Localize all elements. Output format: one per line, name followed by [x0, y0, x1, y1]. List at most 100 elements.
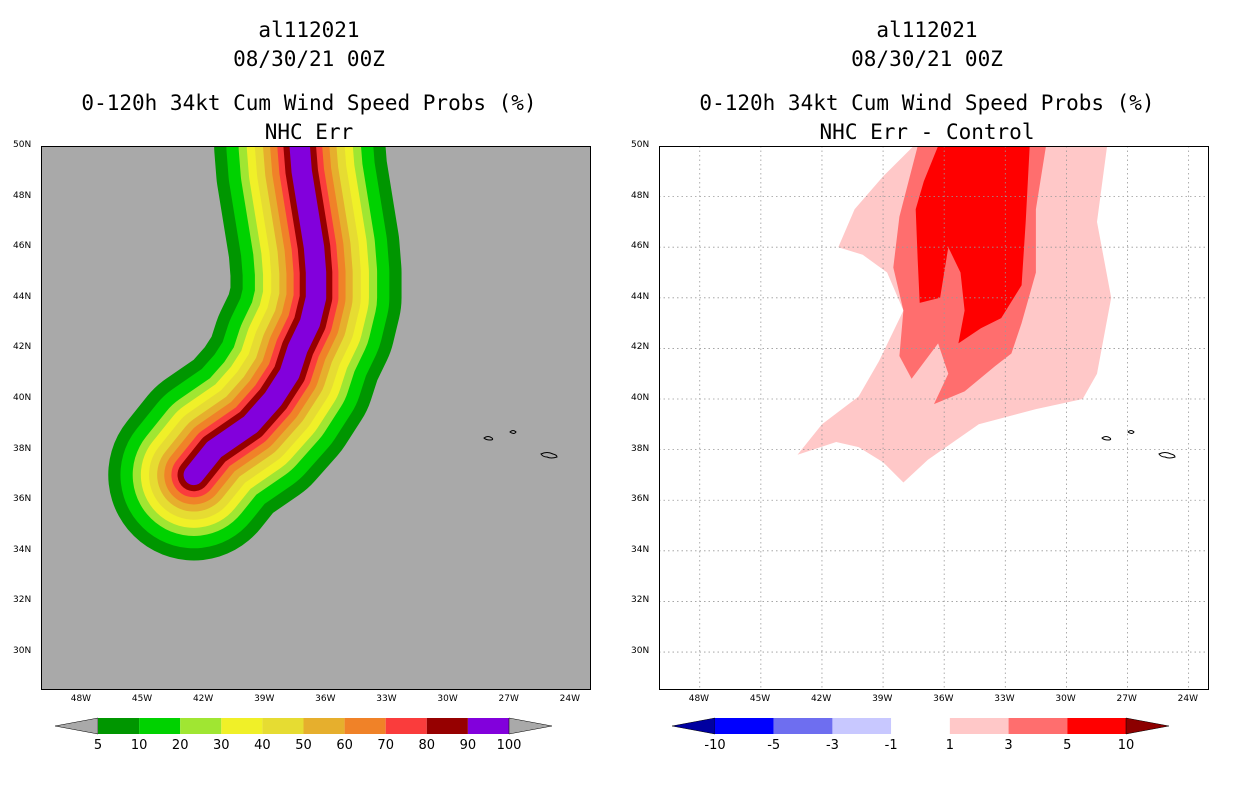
left-storm-id: al112021 — [258, 18, 360, 42]
right-y-tick-label: 50N — [631, 140, 650, 150]
left-colorbar-high-arrow — [508, 717, 553, 735]
left-island-flores — [483, 436, 494, 441]
right-colorbar-label: -3 — [826, 738, 839, 753]
left-y-tick-label: 34N — [13, 544, 32, 555]
right-title: 0-120h 34kt Cum Wind Speed Probs (%) — [699, 91, 1155, 115]
left-x-tick-label: 33W — [376, 694, 397, 704]
right-colorbar-label: 3 — [1004, 738, 1012, 753]
left-colorbar-label: 60 — [336, 738, 353, 753]
right-difference-map — [659, 146, 1209, 690]
right-x-tick-label: 27W — [1116, 694, 1137, 704]
right-colorbar-low-arrow — [672, 717, 716, 735]
left-map-border — [41, 146, 591, 690]
right-y-tick-label: 40N — [631, 393, 650, 404]
left-colorbar-label: 50 — [295, 738, 312, 753]
right-colorbar-swatch — [949, 718, 1009, 734]
left-x-tick-label: 30W — [437, 694, 458, 704]
left-colorbar-swatch — [385, 718, 427, 734]
right-colorbar-label: 10 — [1118, 738, 1135, 753]
prob-contour-90 — [183, 146, 327, 486]
left-datetime: 08/30/21 00Z — [233, 47, 385, 71]
left-colorbar-swatch — [221, 718, 263, 734]
right-subtitle: NHC Err - Control — [819, 120, 1035, 144]
right-colorbar-swatch — [832, 718, 892, 734]
left-colorbar-label: 30 — [213, 738, 230, 753]
left-colorbar-low-arrow — [55, 717, 99, 735]
left-x-tick-label: 48W — [70, 694, 92, 704]
right-y-tick-label: 32N — [631, 595, 650, 606]
left-colorbar-label: 80 — [419, 738, 436, 753]
right-x-tick-label: 36W — [933, 694, 954, 704]
left-colorbar-label: 100 — [497, 738, 522, 753]
right-storm-id: al112021 — [876, 18, 978, 42]
right-x-tick-label: 45W — [749, 694, 771, 704]
right-colorbar: -10 -5 -3 -1 1 3 5 10 — [672, 717, 1170, 753]
left-colorbar-swatch — [303, 718, 345, 734]
right-x-tick-label: 39W — [872, 694, 893, 704]
right-y-tick-label: 46N — [631, 241, 650, 252]
left-island-graciosa — [509, 430, 517, 434]
left-title: 0-120h 34kt Cum Wind Speed Probs (%) — [81, 91, 537, 115]
left-x-tick-label: 42W — [192, 694, 214, 704]
left-y-tick-label: 44N — [13, 291, 32, 302]
left-y-tick-label: 38N — [13, 443, 32, 454]
left-colorbar-swatch — [426, 718, 468, 734]
right-datetime: 08/30/21 00Z — [851, 47, 1003, 71]
right-y-tick-label: 38N — [631, 443, 650, 454]
right-island-graciosa — [1127, 430, 1135, 434]
right-x-tick-label: 42W — [810, 694, 832, 704]
left-colorbar-label: 10 — [131, 738, 148, 753]
diff-region-level-5 — [915, 146, 1030, 344]
left-y-tick-label: 50N — [13, 140, 32, 150]
right-x-tick-label: 24W — [1177, 694, 1198, 704]
right-y-tick-label: 48N — [631, 190, 650, 201]
left-x-tick-label: 24W — [559, 694, 580, 704]
right-x-tick-label: 48W — [688, 694, 710, 704]
right-y-tick-label: 42N — [631, 342, 650, 353]
left-x-tick-label: 39W — [254, 694, 275, 704]
right-colorbar-swatch — [773, 718, 833, 734]
right-colorbar-swatch — [1067, 718, 1126, 734]
right-colorbar-swatch — [1008, 718, 1068, 734]
left-azores-islands — [483, 430, 558, 459]
left-colorbar-swatch — [180, 718, 222, 734]
right-x-tick-label: 30W — [1055, 694, 1076, 704]
left-x-tick-label: 45W — [131, 694, 153, 704]
right-y-tick-label: 36N — [631, 494, 650, 505]
left-colorbar-label: 40 — [254, 738, 271, 753]
left-island-sao-miguel — [540, 452, 558, 459]
left-subtitle: NHC Err — [264, 120, 354, 144]
left-colorbar-swatch — [467, 718, 509, 734]
left-colorbar-swatch — [98, 718, 140, 734]
left-y-tick-label: 48N — [13, 190, 32, 201]
left-colorbar-swatch — [262, 718, 304, 734]
left-y-tick-label: 36N — [13, 494, 32, 505]
right-y-tick-label: 34N — [631, 544, 650, 555]
left-y-tick-label: 32N — [13, 595, 32, 606]
left-y-tick-label: 30N — [13, 646, 32, 657]
right-colorbar-label: 5 — [1063, 738, 1071, 753]
right-island-flores — [1101, 436, 1112, 441]
right-colorbar-label: 1 — [946, 738, 954, 753]
right-colorbar-high-arrow — [1125, 717, 1170, 735]
left-x-tick-label: 27W — [498, 694, 519, 704]
right-x-tick-label: 33W — [994, 694, 1015, 704]
right-y-tick-label: 30N — [631, 646, 650, 657]
left-colorbar-label: 20 — [172, 738, 189, 753]
left-y-tick-label: 40N — [13, 393, 32, 404]
left-probability-map — [41, 146, 591, 690]
right-island-sao-miguel — [1158, 452, 1176, 459]
right-gridlines — [659, 146, 1209, 690]
left-colorbar-swatch — [344, 718, 386, 734]
right-colorbar-label: -10 — [704, 738, 725, 753]
left-colorbar-label: 70 — [377, 738, 394, 753]
left-y-tick-label: 42N — [13, 342, 32, 353]
right-azores-islands — [1101, 430, 1176, 459]
right-y-tick-label: 44N — [631, 291, 650, 302]
right-map-border — [659, 146, 1209, 690]
right-difference-regions — [797, 146, 1112, 483]
left-probability-swath — [108, 146, 402, 561]
left-colorbar: 5 10 20 30 40 50 60 70 80 90 100 — [55, 717, 553, 753]
left-y-tick-label: 46N — [13, 241, 32, 252]
left-colorbar-label: 5 — [94, 738, 102, 753]
